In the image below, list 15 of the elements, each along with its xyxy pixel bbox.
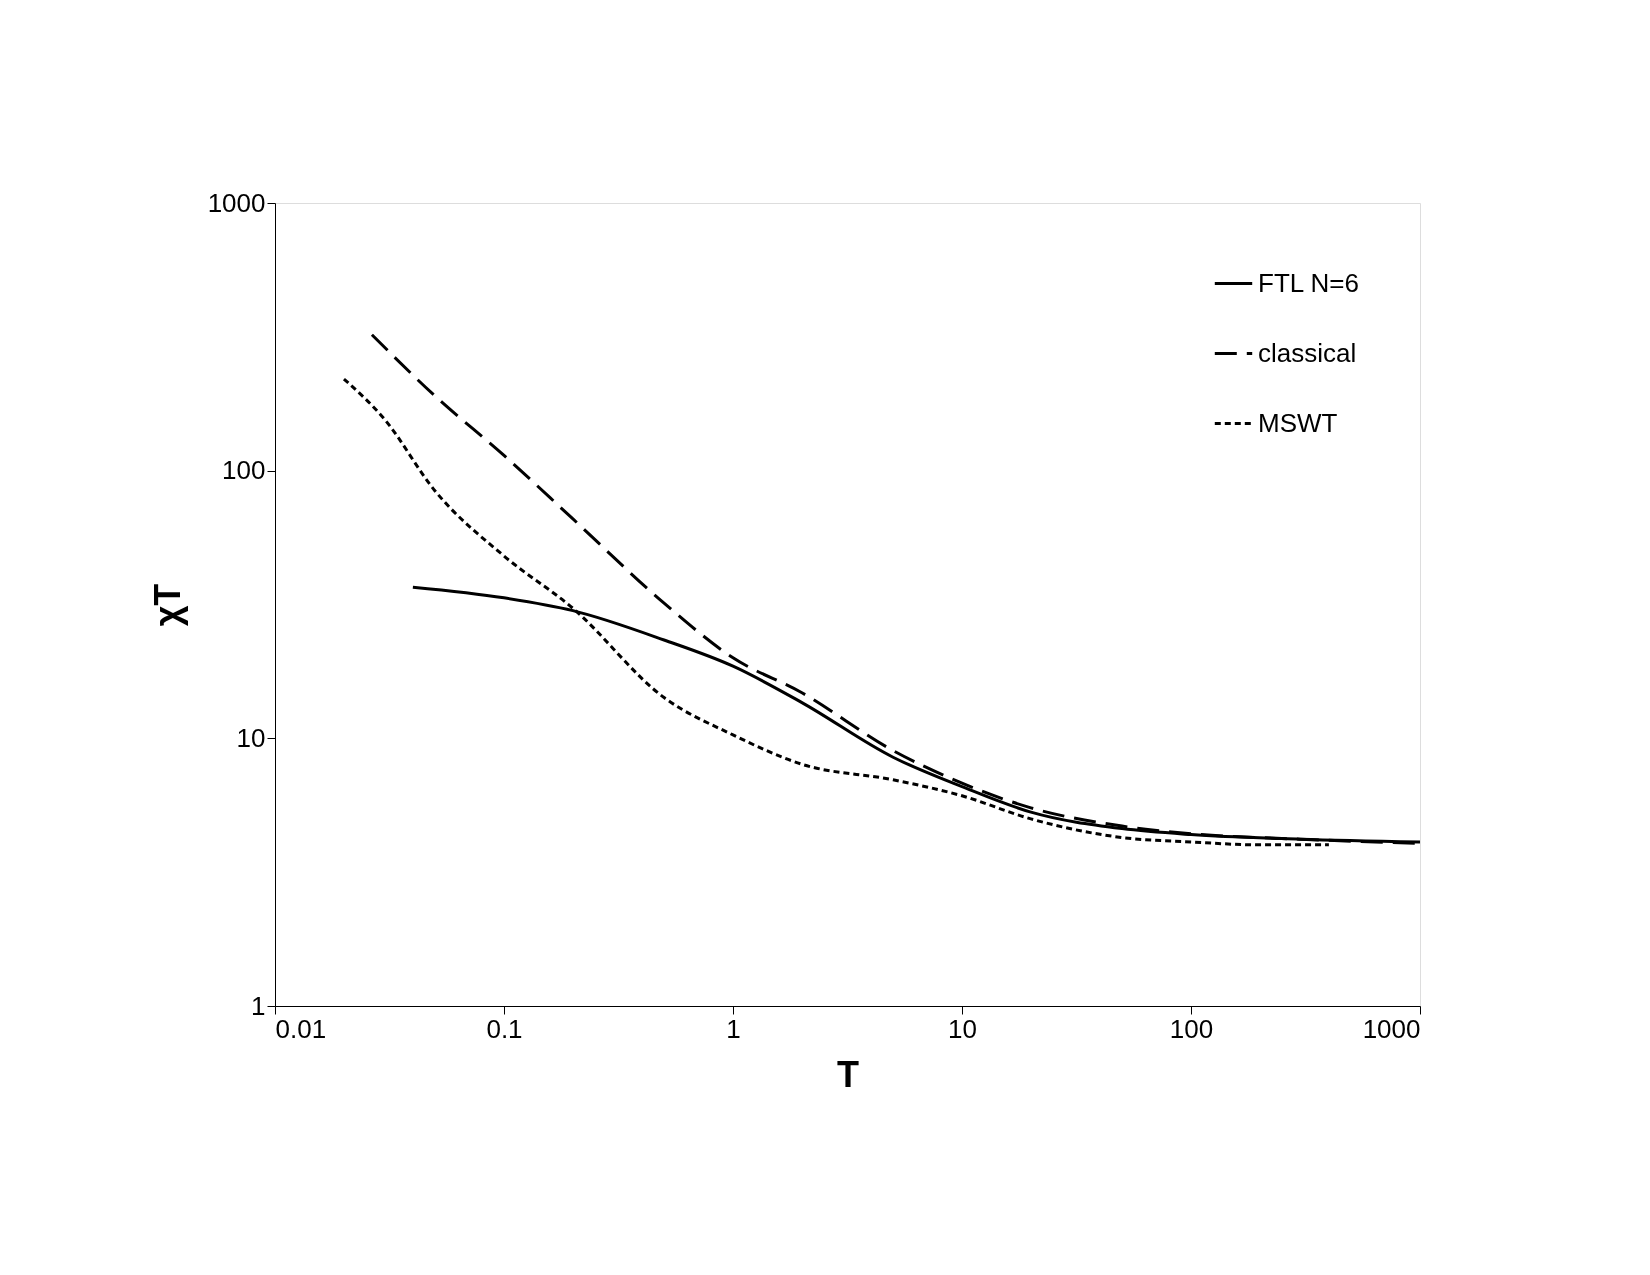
legend-label: MSWT xyxy=(1258,407,1338,438)
y-tick-label: 1000 xyxy=(207,187,266,218)
legend-label: FTL N=6 xyxy=(1258,267,1359,298)
x-axis-title: T xyxy=(837,1053,859,1095)
x-tick-label: 10 xyxy=(948,1013,977,1044)
x-tick-label: 0.01 xyxy=(275,1013,327,1044)
x-tick-label: 100 xyxy=(1169,1013,1214,1044)
legend-label: classical xyxy=(1258,337,1357,368)
y-axis-title: χT xyxy=(146,583,188,627)
y-tick-label: 1 xyxy=(251,990,266,1021)
x-tick-label: 1 xyxy=(726,1013,741,1044)
x-tick-label: 0.1 xyxy=(486,1013,523,1044)
y-tick-label: 100 xyxy=(222,455,266,486)
y-tick-label: 10 xyxy=(236,722,266,753)
x-tick-label: 1000 xyxy=(1362,1013,1421,1044)
